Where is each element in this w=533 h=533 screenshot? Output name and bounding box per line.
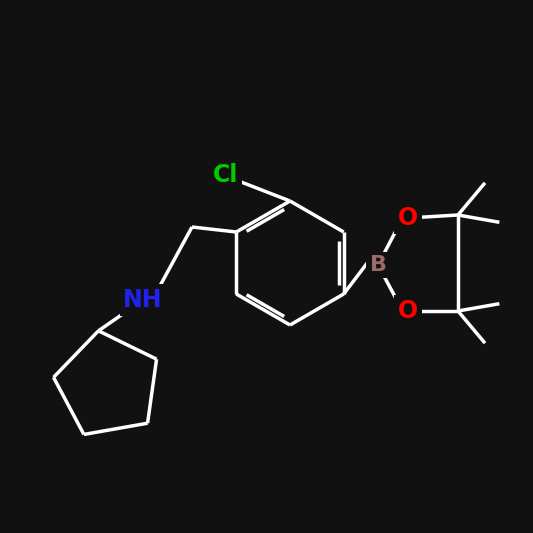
Text: B: B: [369, 255, 386, 275]
Text: O: O: [398, 299, 418, 323]
Text: O: O: [398, 206, 418, 230]
Text: NH: NH: [123, 288, 163, 312]
Text: Cl: Cl: [213, 163, 239, 187]
